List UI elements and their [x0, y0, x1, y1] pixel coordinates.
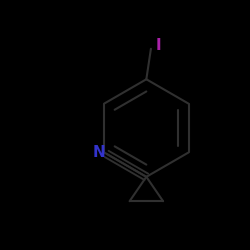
Text: I: I	[156, 38, 161, 53]
Text: N: N	[93, 145, 106, 160]
